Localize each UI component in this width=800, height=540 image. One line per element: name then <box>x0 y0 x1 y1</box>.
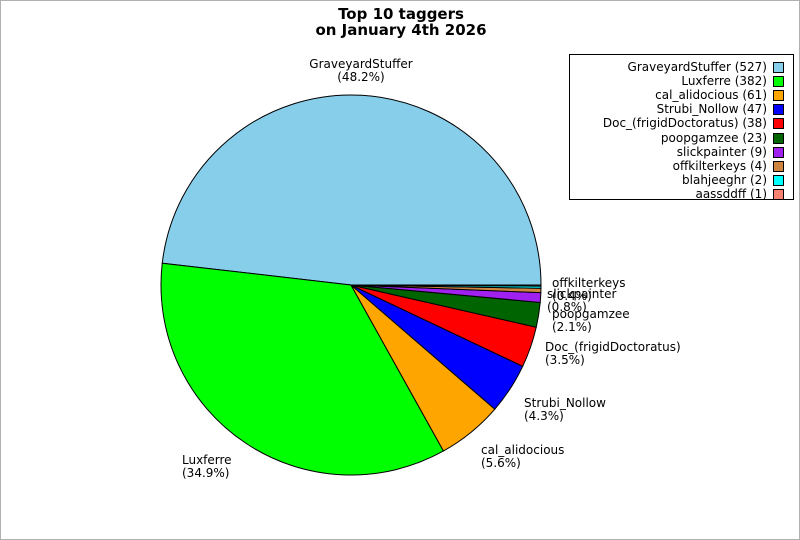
slice-label-pct: (0.8%) <box>547 300 587 314</box>
slice-label-name: Luxferre <box>182 453 232 467</box>
legend-item-doc-frigiddoctoratus: Doc_(frigidDoctoratus) (38) <box>574 117 784 131</box>
legend-swatch <box>773 118 784 130</box>
legend-swatch <box>773 132 784 144</box>
pie-slice-aassddff <box>350 284 542 287</box>
legend-swatch <box>773 160 784 172</box>
slice-label-strubi-nollow: Strubi_Nollow (4.3%) <box>524 397 606 423</box>
slice-label-graveyardstuffer: GraveyardStuffer (48.2%) <box>261 58 461 84</box>
slice-label-poopgamzee: poopgamzee (2.1%) <box>552 308 630 334</box>
pie-slice-graveyardstuffer <box>161 94 542 286</box>
legend-item-blahjeeghr: blahjeeghr (2) <box>574 174 784 188</box>
slice-label-doc-frigiddoctoratus: Doc_(frigidDoctoratus) (3.5%) <box>545 341 681 367</box>
slice-label-name: poopgamzee <box>552 307 630 321</box>
slice-label-name: cal_alidocious <box>481 443 565 457</box>
legend-item-luxferre: Luxferre (382) <box>574 74 784 88</box>
legend-swatch <box>773 104 784 116</box>
legend-swatch <box>773 175 784 187</box>
chart-title-line1: Top 10 taggers <box>338 5 464 23</box>
slice-label-name: Strubi_Nollow <box>524 396 606 410</box>
slice-label-name: offkilterkeys <box>552 276 626 290</box>
slice-label-slickpainter: slickpainter (0.8%) <box>547 288 616 314</box>
legend-item-label: GraveyardStuffer (527) <box>627 59 767 74</box>
legend-item-label: offkilterkeys (4) <box>672 158 767 173</box>
slice-label-pct: (0.4%) <box>552 289 592 303</box>
slice-label-offkilterkeys: offkilterkeys (0.4%) <box>552 277 626 303</box>
slice-label-name: Doc_(frigidDoctoratus) <box>545 340 681 354</box>
legend-swatch <box>773 75 784 87</box>
legend-swatch <box>773 61 784 73</box>
legend-item-poopgamzee: poopgamzee (23) <box>574 131 784 145</box>
slice-label-name: GraveyardStuffer <box>309 57 413 71</box>
slice-label-pct: (4.3%) <box>524 409 564 423</box>
legend-swatch <box>773 146 784 158</box>
legend-item-label: aassddff (1) <box>695 187 767 202</box>
slice-label-pct: (5.6%) <box>481 456 521 470</box>
legend-item-label: Strubi_Nollow (47) <box>656 102 767 117</box>
legend-item-label: Luxferre (382) <box>681 73 767 88</box>
legend-item-label: cal_alidocious (61) <box>655 87 767 102</box>
legend-item-graveyardstuffer: GraveyardStuffer (527) <box>574 60 784 74</box>
legend-swatch <box>773 189 784 201</box>
pie-slice-luxferre <box>160 262 445 476</box>
legend-item-label: slickpainter (9) <box>676 144 767 159</box>
legend-swatch <box>773 89 784 101</box>
slice-label-pct: (2.1%) <box>552 320 592 334</box>
slice-label-luxferre: Luxferre (34.9%) <box>182 454 232 480</box>
legend-item-slickpainter: slickpainter (9) <box>574 145 784 159</box>
legend: GraveyardStuffer (527) Luxferre (382) ca… <box>569 54 794 202</box>
legend-item-label: Doc_(frigidDoctoratus) (38) <box>602 116 767 131</box>
legend-item-label: poopgamzee (23) <box>660 130 767 145</box>
chart-title-line2: on January 4th 2026 <box>315 21 487 39</box>
legend-item-offkilterkeys: offkilterkeys (4) <box>574 159 784 173</box>
slice-label-cal-alidocious: cal_alidocious (5.6%) <box>481 444 564 470</box>
legend-item-cal-alidocious: cal_alidocious (61) <box>574 88 784 102</box>
legend-item-strubi-nollow: Strubi_Nollow (47) <box>574 103 784 117</box>
chart-title: Top 10 taggers on January 4th 2026 <box>1 5 799 39</box>
slice-label-name: slickpainter <box>547 287 617 301</box>
legend-item-aassddff: aassddff (1) <box>574 188 784 202</box>
slice-label-pct: (34.9%) <box>182 466 230 480</box>
legend-item-label: blahjeeghr (2) <box>682 173 767 188</box>
slice-label-pct: (3.5%) <box>545 353 585 367</box>
slice-label-pct: (48.2%) <box>337 70 385 84</box>
